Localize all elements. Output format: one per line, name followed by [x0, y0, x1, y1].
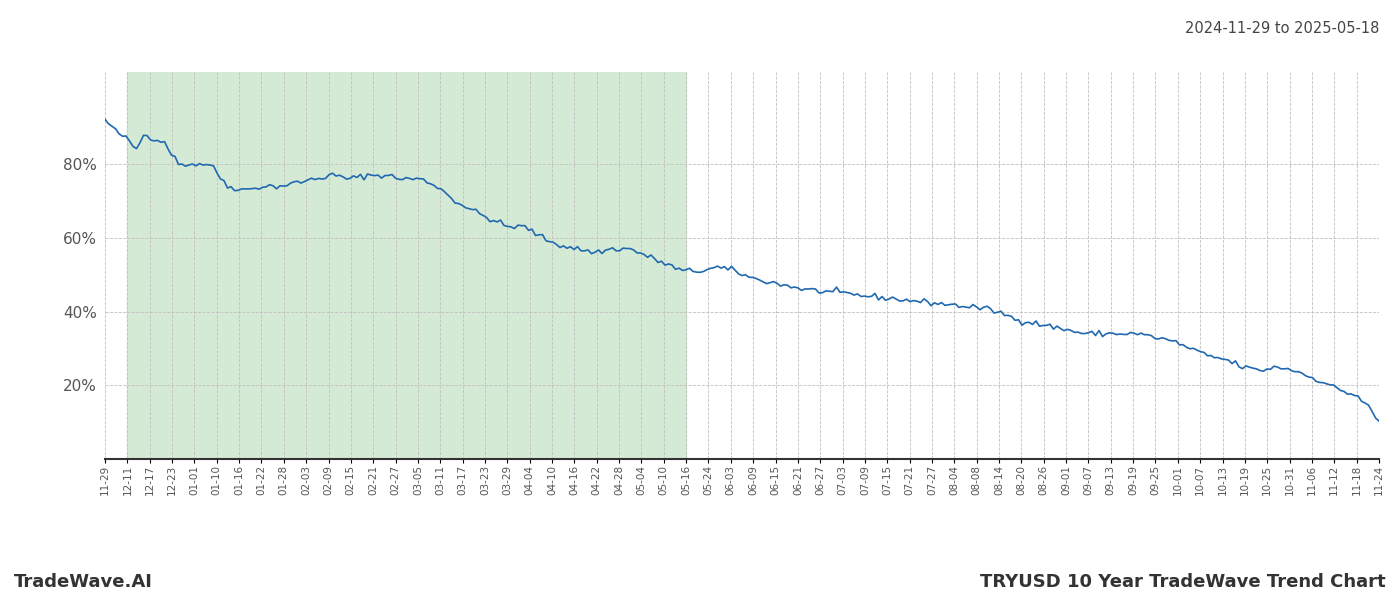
Text: TradeWave.AI: TradeWave.AI: [14, 573, 153, 591]
Text: TRYUSD 10 Year TradeWave Trend Chart: TRYUSD 10 Year TradeWave Trend Chart: [980, 573, 1386, 591]
Text: 2024-11-29 to 2025-05-18: 2024-11-29 to 2025-05-18: [1184, 21, 1379, 36]
Bar: [127, 72, 686, 459]
